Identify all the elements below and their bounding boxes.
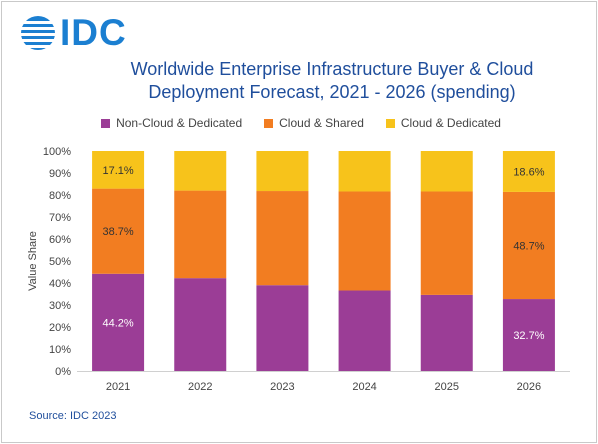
bar-cloud-shared-2026 [502, 191, 555, 300]
y-tick-label: 60% [49, 234, 71, 246]
chart-title: Worldwide Enterprise Infrastructure Buye… [62, 58, 598, 104]
bar-non-cloud-dedicated-2025 [420, 294, 473, 371]
source-note: Source: IDC 2023 [29, 410, 117, 422]
y-tick-label: 80% [49, 190, 71, 202]
y-tick-label: 10% [49, 344, 71, 356]
legend-item-non-cloud: Non-Cloud & Dedicated [101, 116, 242, 130]
chart-legend: Non-Cloud & Dedicated Cloud & Shared Clo… [2, 116, 598, 130]
data-label-cloud-shared-2026: 48.7% [513, 240, 544, 252]
legend-item-cloud-shared: Cloud & Shared [264, 116, 364, 130]
legend-label-cloud-shared: Cloud & Shared [279, 116, 364, 130]
bar-non-cloud-dedicated-2022 [174, 278, 227, 371]
legend-item-cloud-dedicated: Cloud & Dedicated [385, 116, 501, 130]
x-tick-label: 2021 [106, 381, 130, 393]
y-tick-label: 20% [49, 322, 71, 334]
bar-cloud-shared-2023 [256, 191, 309, 286]
bar-cloud-dedicated-2023 [256, 151, 309, 192]
bar-cloud-dedicated-2025 [420, 151, 473, 192]
bar-cloud-dedicated-2021 [92, 151, 145, 189]
legend-label-cloud-dedicated: Cloud & Dedicated [400, 116, 501, 130]
legend-swatch-cloud-shared [264, 118, 274, 128]
data-label-cloud-dedicated-2026: 18.6% [513, 166, 544, 178]
y-tick-label: 30% [49, 300, 71, 312]
bar-cloud-dedicated-2024 [338, 151, 391, 192]
bar-cloud-shared-2021 [92, 188, 145, 274]
chart-title-line-2: Deployment Forecast, 2021 - 2026 (spendi… [148, 82, 516, 102]
data-label-cloud-dedicated-2021: 17.1% [102, 165, 133, 177]
bar-non-cloud-dedicated-2021 [92, 273, 145, 371]
bar-cloud-shared-2022 [174, 190, 227, 279]
legend-swatch-cloud-dedicated [385, 118, 395, 128]
data-label-cloud-shared-2021: 38.7% [102, 226, 133, 238]
legend-label-non-cloud: Non-Cloud & Dedicated [116, 116, 243, 130]
x-tick-label: 2022 [188, 381, 212, 393]
x-tick-label: 2026 [517, 381, 541, 393]
bar-non-cloud-dedicated-2026 [502, 299, 555, 371]
bar-non-cloud-dedicated-2023 [256, 285, 309, 371]
bar-non-cloud-dedicated-2024 [338, 290, 391, 371]
y-tick-label: 100% [43, 146, 71, 158]
y-tick-label: 70% [49, 212, 71, 224]
y-tick-label: 90% [49, 168, 71, 180]
legend-swatch-non-cloud [101, 118, 111, 128]
data-label-non-cloud-dedicated-2026: 32.7% [513, 330, 544, 342]
idc-logo: IDC [20, 14, 127, 51]
idc-globe-icon [20, 15, 56, 50]
y-tick-label: 50% [49, 256, 71, 268]
bar-cloud-dedicated-2022 [174, 151, 227, 191]
x-tick-label: 2025 [435, 381, 459, 393]
data-label-non-cloud-dedicated-2021: 44.2% [102, 317, 133, 329]
x-tick-label: 2024 [352, 381, 376, 393]
bar-cloud-shared-2025 [420, 191, 473, 295]
bar-cloud-shared-2024 [338, 191, 391, 291]
y-tick-label: 0% [55, 366, 71, 378]
y-axis-title: Value Share [27, 231, 39, 291]
chart-title-line-1: Worldwide Enterprise Infrastructure Buye… [130, 59, 534, 79]
logo-text: IDC [60, 12, 127, 53]
y-tick-label: 40% [49, 278, 71, 290]
bar-cloud-dedicated-2026 [502, 151, 555, 192]
x-tick-label: 2023 [270, 381, 294, 393]
